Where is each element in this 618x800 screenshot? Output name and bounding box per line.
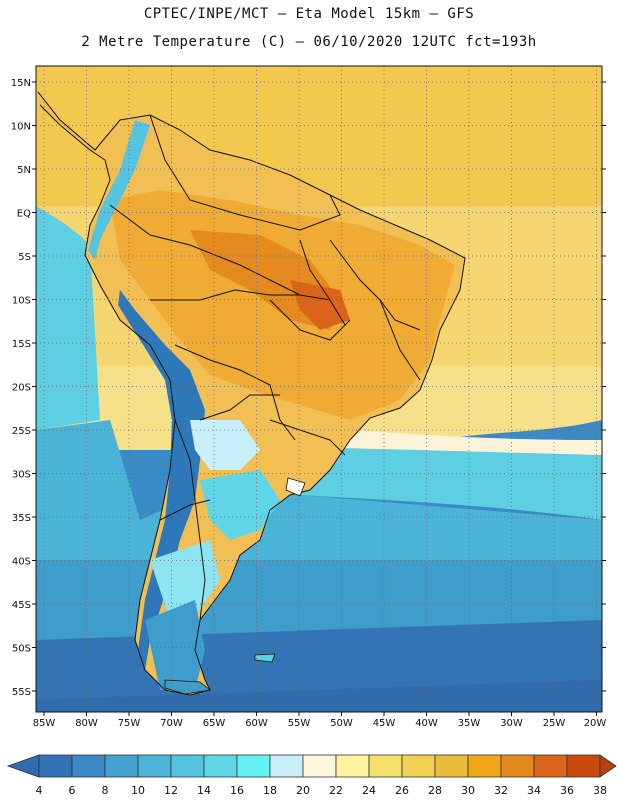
colorbar-label: 12 bbox=[164, 784, 178, 797]
colorbar-label: 14 bbox=[197, 784, 211, 797]
colorbar-segment bbox=[104, 754, 139, 778]
axis-ticks bbox=[32, 81, 606, 716]
colorbar-label: 16 bbox=[230, 784, 244, 797]
colorbar-label: 28 bbox=[428, 784, 442, 797]
temperature-map: 15N 10N 5N EQ 5S 10S 15S 20S 25S 30S 35S… bbox=[11, 65, 607, 729]
lat-label: 5S bbox=[18, 252, 31, 263]
lon-label: 35W bbox=[458, 718, 481, 729]
colorbar-segment bbox=[401, 754, 436, 778]
colorbar-segment bbox=[434, 754, 469, 778]
lat-label: 45S bbox=[12, 600, 31, 611]
colorbar-segment bbox=[137, 754, 172, 778]
latitude-labels: 15N 10N 5N EQ 5S 10S 15S 20S 25S 30S 35S… bbox=[11, 78, 31, 698]
lat-label: 10S bbox=[12, 296, 31, 307]
colorbar-segment bbox=[533, 754, 568, 778]
colorbar-labels: 4 6 8 10 12 14 16 18 20 22 24 26 28 30 3… bbox=[36, 784, 608, 797]
colorbar-label: 6 bbox=[69, 784, 76, 797]
colorbar-segment bbox=[335, 754, 370, 778]
colorbar-label: 8 bbox=[102, 784, 109, 797]
map-field bbox=[36, 66, 602, 712]
colorbar-label: 38 bbox=[593, 784, 607, 797]
map-frame bbox=[35, 65, 603, 713]
colorbar-segment bbox=[236, 754, 271, 778]
lon-label: 45W bbox=[373, 718, 396, 729]
colorbar-label: 30 bbox=[461, 784, 475, 797]
lat-label: 5N bbox=[17, 165, 31, 176]
colorbar-segment bbox=[38, 754, 73, 778]
lon-label: 55W bbox=[288, 718, 311, 729]
colorbar-label: 4 bbox=[36, 784, 43, 797]
lon-label: 20W bbox=[584, 718, 607, 729]
colorbar-segment bbox=[71, 754, 106, 778]
lat-label: 10N bbox=[11, 122, 31, 133]
colorbar-segment bbox=[500, 754, 535, 778]
lon-label: 75W bbox=[118, 718, 141, 729]
colorbar-segment bbox=[203, 754, 238, 778]
colorbar-label: 10 bbox=[131, 784, 145, 797]
lat-label: 50S bbox=[12, 644, 31, 655]
colorbar-low-arrow bbox=[6, 754, 40, 778]
colorbar-label: 18 bbox=[263, 784, 277, 797]
lon-label: 60W bbox=[245, 718, 268, 729]
lon-label: 80W bbox=[75, 718, 98, 729]
lat-label: EQ bbox=[17, 209, 31, 220]
colorbar-segment bbox=[269, 754, 304, 778]
lat-label: 15S bbox=[12, 339, 31, 350]
colorbar-label: 20 bbox=[296, 784, 310, 797]
colorbar-label: 32 bbox=[494, 784, 508, 797]
lat-label: 40S bbox=[12, 557, 31, 568]
lon-label: 70W bbox=[160, 718, 183, 729]
lat-label: 55S bbox=[12, 687, 31, 698]
colorbar-segments bbox=[6, 754, 617, 778]
lon-label: 30W bbox=[500, 718, 523, 729]
colorbar-segment bbox=[302, 754, 337, 778]
colorbar: 4 6 8 10 12 14 16 18 20 22 24 26 28 30 3… bbox=[6, 754, 617, 797]
chart-title-line1: CPTEC/INPE/MCT – Eta Model 15km – GFS bbox=[143, 6, 475, 22]
colorbar-high-arrow bbox=[599, 754, 617, 778]
lon-label: 65W bbox=[203, 718, 226, 729]
chart-title-line2: 2 Metre Temperature (C) – 06/10/2020 12U… bbox=[81, 34, 537, 50]
colorbar-label: 24 bbox=[362, 784, 376, 797]
lat-label: 15N bbox=[11, 78, 31, 89]
longitude-labels: 85W 80W 75W 70W 65W 60W 55W 50W 45W 40W … bbox=[33, 718, 607, 729]
colorbar-segment bbox=[467, 754, 502, 778]
lon-label: 85W bbox=[33, 718, 56, 729]
colorbar-label: 34 bbox=[527, 784, 541, 797]
colorbar-label: 22 bbox=[329, 784, 343, 797]
colorbar-segment bbox=[368, 754, 403, 778]
lat-label: 20S bbox=[12, 383, 31, 394]
colorbar-label: 36 bbox=[560, 784, 574, 797]
colorbar-label: 26 bbox=[395, 784, 409, 797]
lat-label: 35S bbox=[12, 513, 31, 524]
lat-label: 30S bbox=[12, 470, 31, 481]
lon-label: 50W bbox=[330, 718, 353, 729]
lat-label: 25S bbox=[12, 426, 31, 437]
colorbar-segment bbox=[566, 754, 601, 778]
colorbar-segment bbox=[170, 754, 205, 778]
lon-label: 40W bbox=[415, 718, 438, 729]
lon-label: 25W bbox=[543, 718, 566, 729]
